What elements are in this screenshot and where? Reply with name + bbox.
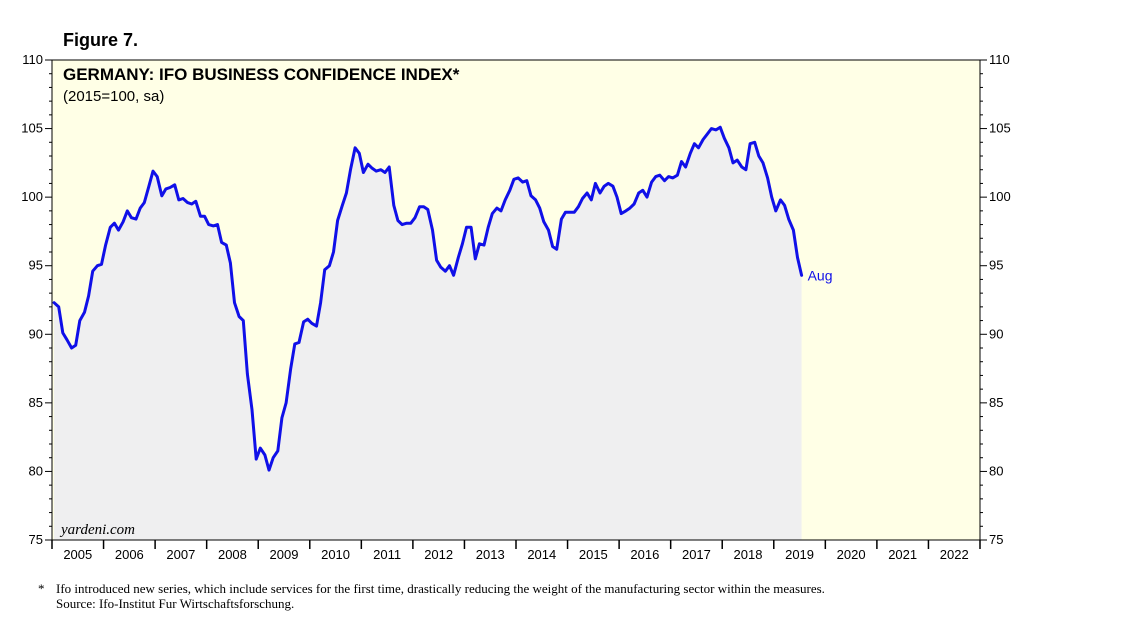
y-tick-label-right: 85 <box>989 395 1003 410</box>
x-tick-label: 2005 <box>63 547 92 562</box>
y-tick-label-left: 85 <box>29 395 43 410</box>
x-tick-label: 2011 <box>373 547 401 562</box>
x-tick-label: 2014 <box>527 547 556 562</box>
x-tick-label: 2006 <box>115 547 144 562</box>
y-tick-label-right: 110 <box>989 52 1010 67</box>
x-tick-label: 2021 <box>888 547 917 562</box>
y-tick-label-right: 105 <box>989 121 1011 136</box>
x-tick-label: 2008 <box>218 547 247 562</box>
x-tick-label: 2015 <box>579 547 608 562</box>
x-tick-label: 2019 <box>785 547 814 562</box>
figure-label: Figure 7. <box>63 30 139 50</box>
y-tick-label-right: 90 <box>989 326 1003 341</box>
series-line <box>52 125 804 472</box>
footnote-marker: * <box>38 581 45 596</box>
y-tick-label-left: 75 <box>29 532 43 547</box>
x-tick-label: 2012 <box>424 547 453 562</box>
footnote: * Ifo introduced new series, which includ… <box>38 581 825 611</box>
x-tick-label: 2013 <box>476 547 505 562</box>
y-tick-label-right: 80 <box>989 463 1003 478</box>
x-tick-label: 2007 <box>166 547 195 562</box>
y-tick-label-left: 80 <box>29 463 43 478</box>
y-tick-label-left: 100 <box>21 189 43 204</box>
y-tick-label-right: 95 <box>989 258 1003 273</box>
y-tick-label-left: 95 <box>29 258 43 273</box>
y-tick-label-left: 90 <box>29 326 43 341</box>
chart-title: GERMANY: IFO BUSINESS CONFIDENCE INDEX* <box>63 65 460 84</box>
x-tick-label: 2020 <box>837 547 866 562</box>
y-axis-right: 75 80 85 90 95 100 105 110 <box>980 52 1011 547</box>
y-axis-left: 75 80 85 90 95 100 105 110 <box>21 52 52 547</box>
end-label: Aug <box>808 267 833 283</box>
x-tick-label: 2022 <box>940 547 969 562</box>
x-axis: 2005 2006 2007 2008 2009 2010 2011 2012 2013 2014… <box>51 540 981 562</box>
watermark: yardeni.com <box>59 522 135 538</box>
x-tick-label: 2018 <box>734 547 763 562</box>
y-tick-label-left: 105 <box>21 121 43 136</box>
source-note: Source: Ifo-Institut Fur Wirtschaftsfors… <box>56 596 295 611</box>
y-tick-label-right: 75 <box>989 532 1003 547</box>
y-tick-label-left: 110 <box>22 52 43 67</box>
footnote-text: Ifo introduced new series, which include… <box>56 581 825 596</box>
y-tick-label-right: 100 <box>989 189 1011 204</box>
x-tick-label: 2009 <box>270 547 299 562</box>
chart-subtitle: (2015=100, sa) <box>63 88 164 105</box>
x-tick-label: 2010 <box>321 547 350 562</box>
x-tick-label: 2017 <box>682 547 711 562</box>
x-tick-label: 2016 <box>630 547 659 562</box>
area-fill <box>54 127 802 540</box>
